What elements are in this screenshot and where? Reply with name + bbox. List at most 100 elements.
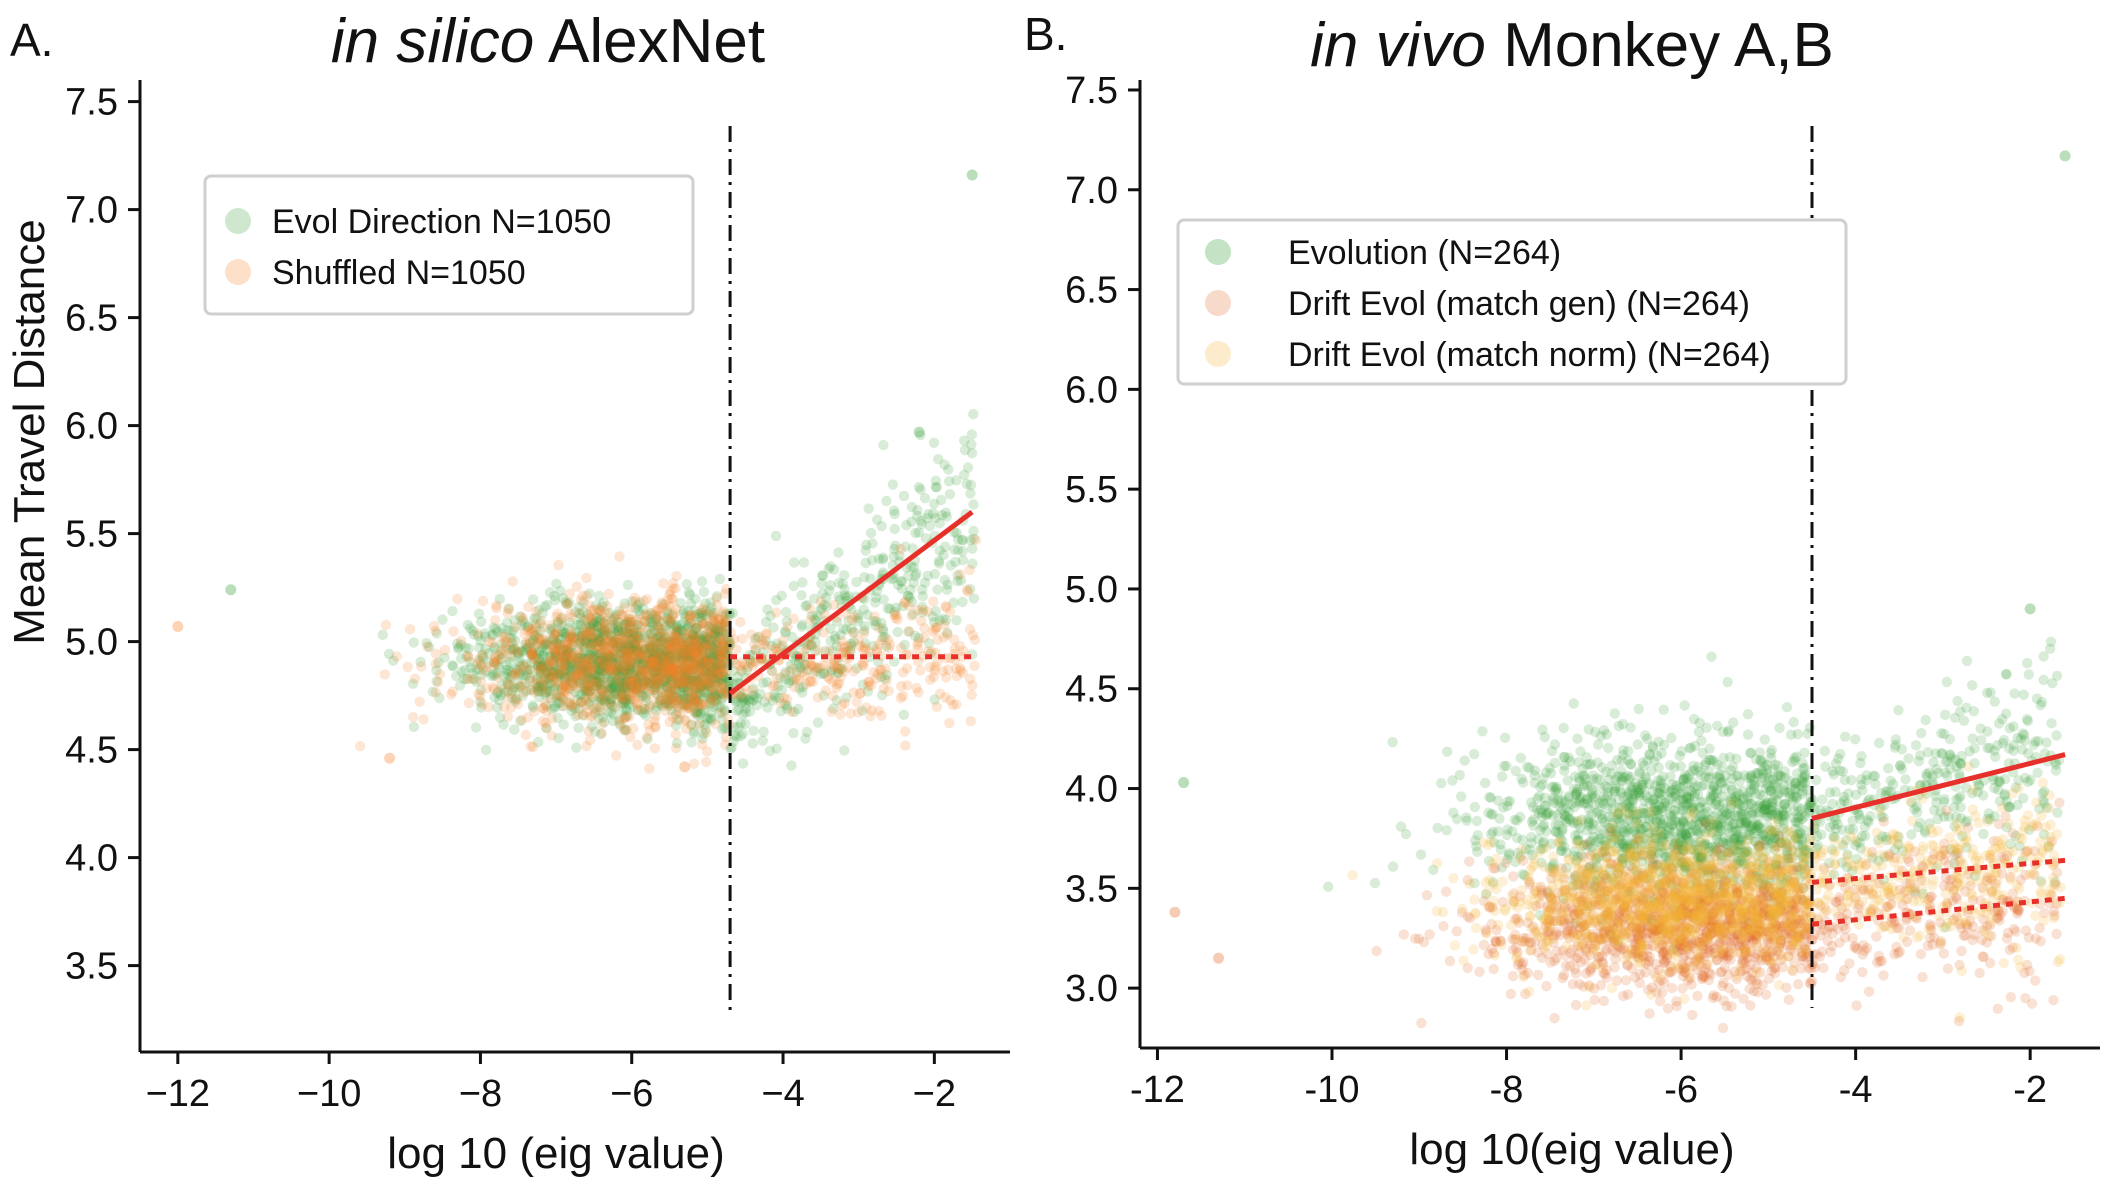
scatter-point: [881, 495, 892, 507]
scatter-point: [588, 683, 599, 695]
scatter-point: [718, 642, 730, 653]
scatter-point: [1471, 815, 1483, 827]
scatter-point: [572, 694, 583, 706]
scatter-point: [548, 658, 559, 669]
scatter-point: [535, 659, 546, 670]
y-tick-label: 6.5: [65, 298, 118, 340]
scatter-point: [698, 686, 709, 698]
scatter-point: [1964, 746, 1975, 757]
scatter-point: [512, 647, 524, 658]
scatter-point: [690, 683, 701, 694]
scatter-point: [968, 593, 980, 604]
scatter-point: [541, 722, 552, 733]
scatter-point: [620, 712, 632, 723]
scatter-point: [855, 688, 866, 699]
scatter-point: [499, 702, 510, 713]
scatter-point: [1603, 742, 1614, 754]
scatter-point: [1799, 777, 1811, 788]
scatter-point: [904, 592, 916, 603]
scatter-point: [595, 635, 607, 646]
scatter-point: [606, 694, 617, 705]
scatter-point: [763, 691, 775, 703]
scatter-point: [565, 633, 576, 645]
scatter-point: [619, 598, 630, 609]
scatter-point: [660, 651, 671, 662]
scatter-point: [711, 693, 723, 704]
scatter-point: [965, 488, 976, 499]
scatter-point: [942, 579, 953, 590]
scatter-point: [1941, 676, 1953, 688]
scatter-point: [553, 559, 564, 571]
scatter-point: [665, 613, 677, 624]
scatter-point: [2021, 714, 2033, 725]
scatter-point: [492, 672, 503, 683]
scatter-point: [1674, 795, 1686, 806]
scatter-point: [1824, 822, 1836, 833]
scatter-point: [883, 642, 894, 654]
scatter-point: [1787, 756, 1798, 768]
scatter-point: [714, 661, 725, 672]
scatter-point: [534, 681, 545, 692]
scatter-point: [768, 622, 779, 633]
scatter-point: [692, 644, 703, 655]
scatter-point: [614, 608, 625, 620]
scatter-point: [659, 676, 670, 687]
scatter-point: [558, 643, 570, 654]
scatter-point: [701, 727, 712, 738]
x-tick-label: −12: [146, 1073, 210, 1115]
scatter-point: [620, 691, 631, 702]
scatter-point: [1993, 718, 2005, 729]
scatter-point: [969, 660, 980, 671]
panel-a-legend-label-evol: Evol Direction N=1050: [272, 203, 611, 241]
scatter-point: [795, 662, 807, 673]
scatter-point: [1952, 695, 1963, 707]
scatter-point: [608, 702, 619, 713]
scatter-point: [601, 660, 612, 671]
scatter-point: [462, 674, 473, 685]
scatter-point: [629, 670, 641, 681]
scatter-point: [967, 543, 978, 554]
scatter-point: [668, 666, 679, 678]
scatter-point: [680, 645, 691, 656]
scatter-point: [952, 575, 963, 587]
scatter-point: [931, 701, 942, 712]
scatter-point: [899, 597, 910, 608]
scatter-point: [865, 527, 877, 539]
scatter-point: [685, 611, 696, 622]
scatter-point: [943, 476, 955, 487]
scatter-point: [789, 706, 800, 718]
scatter-point: [825, 580, 836, 591]
scatter-point: [464, 656, 476, 668]
scatter-point: [522, 712, 533, 723]
scatter-point: [553, 639, 564, 650]
scatter-point: [602, 662, 613, 673]
scatter-point: [674, 635, 685, 646]
scatter-point: [430, 658, 441, 670]
scatter-point: [740, 703, 751, 714]
scatter-point: [1843, 788, 1854, 799]
scatter-point: [1759, 734, 1771, 745]
scatter-point: [710, 718, 721, 730]
scatter-point: [957, 596, 968, 608]
scatter-point: [1593, 739, 1604, 750]
scatter-point: [2023, 669, 2035, 680]
scatter-point: [1939, 728, 1950, 740]
scatter-point: [703, 657, 714, 668]
scatter-point: [639, 704, 650, 715]
scatter-point: [1774, 722, 1785, 734]
scatter-point: [579, 615, 590, 626]
scatter-point: [650, 667, 661, 678]
scatter-point: [520, 729, 531, 741]
scatter-point: [1369, 877, 1381, 889]
scatter-point: [472, 628, 483, 639]
scatter-point: [590, 660, 601, 671]
scatter-point: [545, 650, 556, 662]
scatter-point: [465, 623, 476, 634]
scatter-point: [748, 725, 759, 736]
scatter-point: [577, 709, 589, 720]
scatter-point: [689, 632, 701, 644]
scatter-point: [1501, 760, 1512, 772]
scatter-point: [687, 632, 698, 644]
scatter-point: [691, 707, 702, 718]
scatter-point: [623, 699, 635, 710]
